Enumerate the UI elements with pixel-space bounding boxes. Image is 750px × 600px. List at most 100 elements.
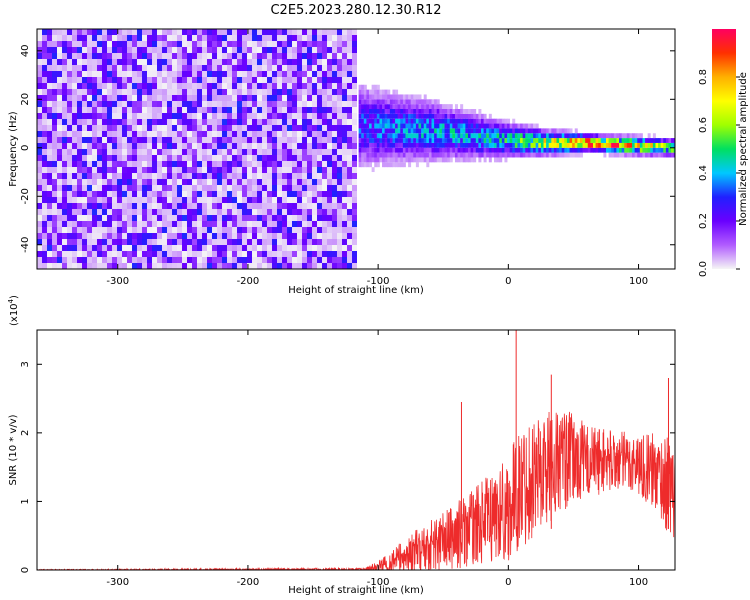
heatmap-cell	[217, 29, 222, 35]
heatmap-cell	[52, 89, 57, 95]
heatmap-cell	[452, 147, 456, 153]
heatmap-cell	[252, 239, 257, 245]
heatmap-cell	[272, 83, 277, 89]
heatmap-cell	[603, 142, 607, 148]
heatmap-cell	[207, 161, 212, 167]
heatmap-cell	[392, 142, 396, 148]
heatmap-cell	[342, 29, 347, 35]
heatmap-cell	[292, 173, 297, 179]
heatmap-cell	[52, 263, 57, 269]
heatmap-cell	[92, 185, 97, 191]
heatmap-cell	[107, 143, 112, 149]
heatmap-cell	[520, 142, 524, 148]
heatmap-cell	[342, 239, 347, 245]
heatmap-cell	[277, 89, 282, 95]
heatmap-cell	[587, 138, 591, 143]
heatmap-cell	[117, 197, 122, 203]
snr-x-axis-label: Height of straight line (km)	[288, 585, 424, 596]
heatmap-cell	[369, 147, 373, 153]
heatmap-cell	[147, 47, 152, 53]
heatmap-cell	[57, 167, 62, 173]
heatmap-cell	[267, 107, 272, 113]
heatmap-cell	[132, 137, 137, 143]
heatmap-cell	[157, 239, 162, 245]
heatmap-cell	[363, 113, 367, 119]
heatmap-cell	[282, 239, 287, 245]
heatmap-cell	[42, 119, 47, 125]
heatmap-cell	[127, 227, 132, 233]
heatmap-cell	[172, 227, 177, 233]
heatmap-cell	[67, 89, 72, 95]
heatmap-cell	[371, 142, 375, 148]
heatmap-cell	[287, 83, 292, 89]
heatmap-cell	[222, 101, 227, 107]
heatmap-cell	[629, 133, 633, 139]
heatmap-cell	[272, 59, 277, 65]
heatmap-cell	[434, 142, 438, 148]
heatmap-cell	[172, 209, 177, 215]
heatmap-cell	[47, 251, 52, 257]
heatmap-cell	[222, 35, 227, 41]
heatmap-cell	[107, 107, 112, 113]
heatmap-cell	[137, 35, 142, 41]
heatmap-cell	[52, 131, 57, 137]
heatmap-cell	[312, 83, 317, 89]
heatmap-cell	[608, 138, 612, 143]
heatmap-cell	[267, 257, 272, 263]
heatmap-cell	[227, 227, 232, 233]
heatmap-cell	[587, 133, 591, 139]
heatmap-cell	[327, 53, 332, 59]
heatmap-cell	[363, 142, 367, 148]
heatmap-cell	[162, 197, 167, 203]
heatmap-cell	[639, 142, 643, 148]
heatmap-cell	[157, 95, 162, 101]
heatmap-cell	[302, 221, 307, 227]
heatmap-cell	[389, 147, 393, 153]
heatmap-cell	[376, 157, 380, 163]
heatmap-cell	[132, 143, 137, 149]
heatmap-cell	[366, 147, 370, 153]
heatmap-cell	[187, 185, 192, 191]
heatmap-cell	[37, 89, 42, 95]
heatmap-cell	[371, 123, 375, 129]
heatmap-cell	[242, 239, 247, 245]
heatmap-cell	[579, 138, 583, 143]
heatmap-cell	[42, 137, 47, 143]
heatmap-cell	[574, 133, 578, 139]
heatmap-cell	[302, 47, 307, 53]
heatmap-cell	[152, 173, 157, 179]
heatmap-cell	[535, 128, 539, 134]
heatmap-cell	[72, 185, 77, 191]
heatmap-cell	[292, 131, 297, 137]
heatmap-cell	[242, 143, 247, 149]
heatmap-cell	[247, 143, 252, 149]
heatmap-cell	[257, 59, 262, 65]
heatmap-cell	[222, 71, 227, 77]
heatmap-cell	[122, 35, 127, 41]
heatmap-cell	[507, 147, 511, 153]
heatmap-cell	[167, 29, 172, 35]
heatmap-cell	[494, 128, 498, 134]
heatmap-cell	[382, 138, 386, 143]
heatmap-cell	[257, 35, 262, 41]
heatmap-cell	[538, 142, 542, 148]
heatmap-cell	[62, 143, 67, 149]
heatmap-cell	[257, 191, 262, 197]
heatmap-cell	[197, 107, 202, 113]
heatmap-cell	[282, 95, 287, 101]
heatmap-cell	[247, 197, 252, 203]
heatmap-cell	[302, 59, 307, 65]
heatmap-cell	[237, 221, 242, 227]
heatmap-cell	[342, 83, 347, 89]
heatmap-cell	[67, 107, 72, 113]
heatmap-cell	[132, 119, 137, 125]
heatmap-cell	[177, 119, 182, 125]
heatmap-cell	[272, 101, 277, 107]
heatmap-cell	[582, 133, 586, 139]
heatmap-cell	[352, 35, 357, 41]
heatmap-cell	[352, 113, 357, 119]
heatmap-cell	[37, 227, 42, 233]
heatmap-cell	[292, 53, 297, 59]
heatmap-cell	[152, 257, 157, 263]
